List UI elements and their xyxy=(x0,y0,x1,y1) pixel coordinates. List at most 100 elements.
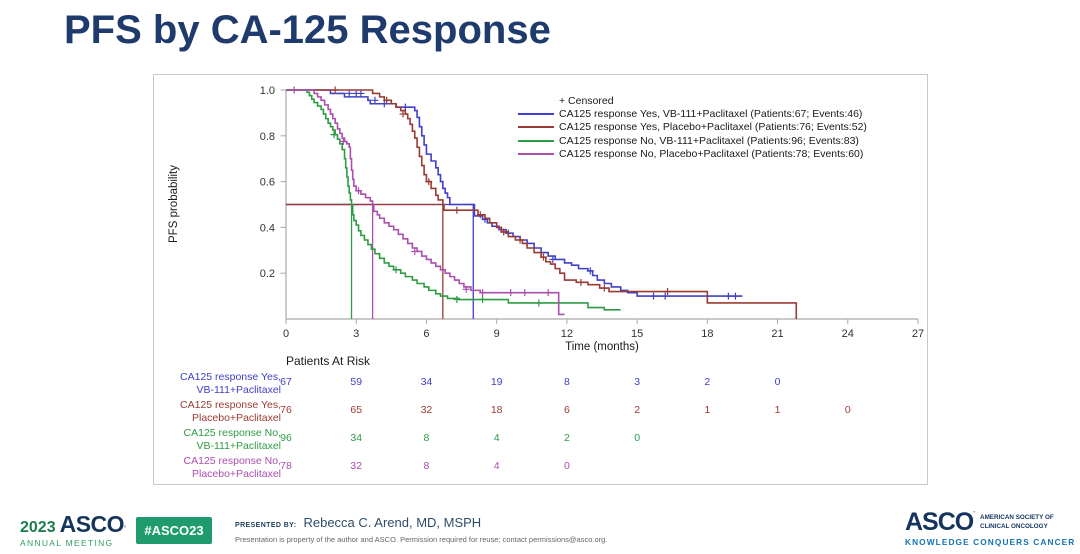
risk-count: 34 xyxy=(350,432,363,444)
risk-count: 4 xyxy=(493,432,500,444)
asco-society-logo: ASCO ’ AMERICAN SOCIETY OF CLINICAL ONCO… xyxy=(905,510,1075,548)
censor-mark-1 xyxy=(664,288,672,296)
censor-mark-0 xyxy=(345,89,353,97)
risk-count: 0 xyxy=(634,432,641,444)
censor-mark-3 xyxy=(290,86,298,94)
km-curve-2 xyxy=(286,89,621,311)
risk-count: 6 xyxy=(563,404,570,416)
risk-table-row: CA125 response No, VB-111+Paclitaxel 96 34 8… xyxy=(154,427,927,455)
censor-mark-1 xyxy=(383,96,391,104)
risk-count: 34 xyxy=(420,376,433,388)
censor-mark-0 xyxy=(401,103,409,111)
legend-entry-0: CA125 response Yes, VB-111+Paclitaxel (P… xyxy=(518,107,867,120)
censor-mark-3 xyxy=(339,138,347,146)
risk-count: 96 xyxy=(280,432,292,444)
censor-mark-1 xyxy=(500,228,508,236)
risk-count: 19 xyxy=(490,376,503,388)
asco-society-trademark-icon: ’ xyxy=(973,510,976,519)
presented-by-label: PRESENTED BY: xyxy=(235,522,297,529)
patients-at-risk-title: Patients At Risk xyxy=(286,354,371,368)
disclaimer-text: Presentation is property of the author a… xyxy=(235,535,608,544)
risk-row-label-line2: VB-111+Paclitaxel xyxy=(196,383,281,396)
presenter-name: Rebecca C. Arend, MD, MSPH xyxy=(303,515,482,530)
legend-entry-2: CA125 response No, VB-111+Paclitaxel (Pa… xyxy=(518,134,867,147)
censor-mark-0 xyxy=(649,292,657,300)
risk-row-label-line2: Placebo+Paclitaxel xyxy=(191,411,281,424)
y-tick-label: 0.2 xyxy=(260,268,275,280)
x-tick-label: 3 xyxy=(353,328,359,340)
censor-mark-2 xyxy=(392,266,400,274)
risk-count: 4 xyxy=(493,460,500,472)
legend-entry-1: CA125 response Yes, Placebo+Paclitaxel (… xyxy=(518,121,867,134)
censor-mark-1 xyxy=(476,211,484,219)
risk-row-label: CA125 response No, VB-111+Paclitaxel xyxy=(154,427,281,452)
risk-count: 3 xyxy=(634,376,641,388)
risk-count: 32 xyxy=(420,404,433,416)
censor-mark-3 xyxy=(411,247,419,255)
risk-row-label: CA125 response No, Placebo+Paclitaxel xyxy=(154,455,281,480)
km-plot: 0.2 0.4 0.6 0.8 1.0 0 3 6 9 12 15 18 21 24 27 xyxy=(260,85,924,340)
legend-entry-3: CA125 response No, Placebo+Paclitaxel (P… xyxy=(518,147,867,160)
asco-society-logo-row: ASCO ’ AMERICAN SOCIETY OF CLINICAL ONCO… xyxy=(905,510,1075,535)
risk-count: 2 xyxy=(634,404,641,416)
censor-mark-0 xyxy=(724,292,732,300)
km-chart-panel: 0.2 0.4 0.6 0.8 1.0 0 3 6 9 12 15 18 21 24 27 PFS prob… xyxy=(153,74,928,485)
risk-row-label: CA125 response Yes, VB-111+Paclitaxel xyxy=(154,371,281,396)
x-tick-label: 15 xyxy=(631,328,643,340)
legend-swatch-icon xyxy=(518,112,554,115)
censor-mark-3 xyxy=(462,285,470,293)
risk-row-label-line1: CA125 response No, xyxy=(183,427,281,439)
asco-annual-meeting-logo-row: 2023 ASCO ’ xyxy=(20,513,126,537)
km-curve-0 xyxy=(286,89,743,297)
censor-mark-0 xyxy=(731,292,739,300)
risk-row-label-line2: VB-111+Paclitaxel xyxy=(196,439,281,452)
y-tick-label: 0.6 xyxy=(260,177,275,189)
x-tick-label: 24 xyxy=(842,328,854,340)
legend-label: CA125 response Yes, VB-111+Paclitaxel (P… xyxy=(559,107,863,120)
censor-mark-1 xyxy=(425,178,433,186)
risk-count: 65 xyxy=(350,404,363,416)
censor-mark-1 xyxy=(453,206,461,214)
legend-censored-entry: + Censored xyxy=(559,94,614,107)
censor-mark-1 xyxy=(399,110,407,118)
page-title: PFS by CA-125 Response xyxy=(64,8,551,52)
censor-mark-0 xyxy=(549,255,557,263)
censor-mark-3 xyxy=(544,289,552,297)
censor-mark-3 xyxy=(355,187,363,195)
risk-count: 0 xyxy=(563,460,570,472)
censor-mark-0 xyxy=(371,96,379,104)
censor-mark-2 xyxy=(479,296,487,304)
risk-count: 1 xyxy=(704,404,711,416)
y-tick-label: 0.4 xyxy=(260,222,275,234)
asco-society-wordmark: ASCO xyxy=(905,508,974,536)
km-curve-3 xyxy=(286,89,565,316)
risk-count: 18 xyxy=(490,404,503,416)
risk-row-label-line2: Placebo+Paclitaxel xyxy=(191,467,281,480)
censor-mark-1 xyxy=(539,253,547,261)
hashtag-badge: #ASCO23 xyxy=(136,517,212,544)
y-tick-label: 0.8 xyxy=(260,131,275,143)
x-tick-label: 21 xyxy=(771,328,783,340)
legend-swatch-icon xyxy=(518,139,554,142)
risk-count: 8 xyxy=(423,460,430,472)
risk-row-label-line1: CA125 response Yes, xyxy=(180,399,281,411)
asco-annual-meeting-logo: 2023 ASCO ’ ANNUAL MEETING xyxy=(20,513,126,549)
risk-count: 2 xyxy=(704,376,711,388)
censor-mark-1 xyxy=(331,86,339,94)
risk-row-label: CA125 response Yes, Placebo+Paclitaxel xyxy=(154,399,281,424)
x-tick-label: 12 xyxy=(561,328,573,340)
censor-mark-2 xyxy=(453,296,461,304)
risk-count: 1 xyxy=(774,404,781,416)
censor-mark-1 xyxy=(516,236,524,244)
x-tick-label: 6 xyxy=(423,328,429,340)
risk-row-label-line1: CA125 response Yes, xyxy=(180,371,281,383)
legend-label: CA125 response Yes, Placebo+Paclitaxel (… xyxy=(559,121,867,134)
risk-count: 67 xyxy=(280,376,292,388)
censor-mark-2 xyxy=(330,131,338,139)
risk-count: 0 xyxy=(844,404,851,416)
risk-count: 78 xyxy=(280,460,292,472)
asco-society-name-line1: AMERICAN SOCIETY OF xyxy=(980,514,1054,522)
risk-table-row: CA125 response Yes, Placebo+Paclitaxel 76 6… xyxy=(154,399,927,427)
risk-count: 8 xyxy=(563,376,570,388)
risk-row-label-line1: CA125 response No, xyxy=(183,455,281,467)
